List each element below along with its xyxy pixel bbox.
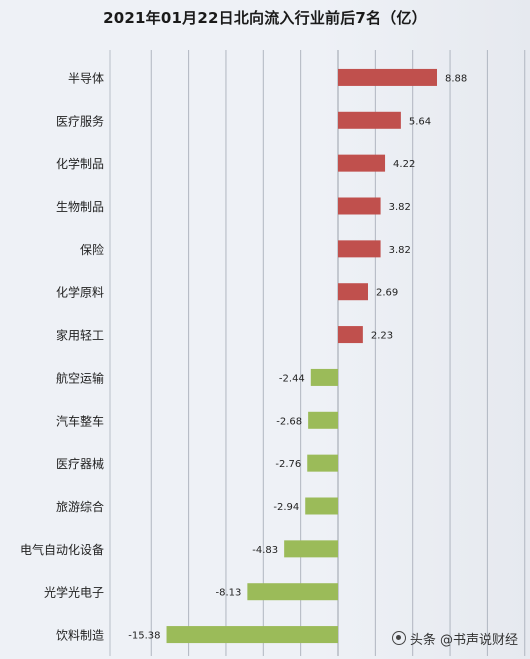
value-label: -2.76: [275, 459, 301, 470]
category-label: 保险: [80, 242, 104, 257]
bar: [338, 283, 368, 301]
bar: [284, 540, 338, 558]
value-label: -2.44: [279, 373, 305, 384]
value-label: 3.82: [389, 245, 411, 256]
category-label: 医疗器械: [56, 456, 104, 471]
at-icon: [391, 631, 406, 645]
category-label: 电气自动化设备: [20, 542, 104, 557]
chart-title: 2021年01月22日北向流入行业前后7名（亿）: [103, 9, 427, 27]
value-label: 8.88: [445, 73, 467, 84]
value-label: -8.13: [215, 588, 241, 599]
category-label: 医疗服务: [56, 113, 104, 128]
bar: [338, 240, 381, 258]
bar: [338, 154, 386, 172]
category-label: 化学原料: [56, 285, 104, 300]
value-label: -2.68: [276, 416, 302, 427]
category-label: 半导体: [68, 71, 104, 85]
category-label: 家用轻工: [56, 328, 104, 343]
value-label: 3.82: [389, 202, 411, 213]
value-label: 5.64: [409, 116, 431, 127]
category-label: 汽车整车: [56, 413, 104, 428]
value-label: 2.23: [371, 331, 393, 342]
bar: [310, 368, 338, 386]
watermark: 头条 @书声说财经: [391, 627, 518, 649]
category-label: 航空运输: [56, 370, 104, 385]
value-label: -15.38: [128, 631, 160, 642]
value-label: 2.69: [376, 288, 398, 299]
category-label: 饮料制造: [56, 629, 104, 643]
value-label: -4.83: [252, 545, 278, 556]
value-label: 4.22: [393, 159, 415, 170]
bar: [338, 326, 363, 344]
bar: [338, 197, 381, 215]
value-label: -2.94: [273, 502, 299, 513]
category-label: 旅游综合: [56, 499, 104, 514]
watermark-text: 头条 @书声说财经: [409, 632, 518, 648]
bar: [308, 411, 338, 429]
bar: [166, 626, 338, 644]
bar: [338, 111, 401, 129]
category-label: 光学光电子: [44, 585, 104, 600]
bar: [305, 497, 338, 515]
category-label: 生物制品: [56, 200, 104, 214]
bar: [338, 68, 437, 86]
category-label: 化学制品: [56, 156, 104, 171]
bar: [307, 454, 338, 472]
bar: [247, 583, 338, 601]
